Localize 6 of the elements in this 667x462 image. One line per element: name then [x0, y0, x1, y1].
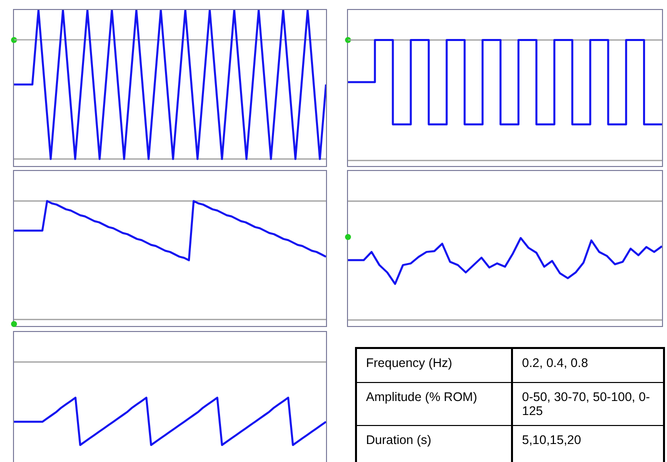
text: Amplitude (% ROM): [356, 382, 512, 425]
text: 0.2, 0.4, 0.8: [512, 348, 664, 382]
text: Duration (s): [356, 425, 512, 462]
text: 0-50, 30-70, 50-100, 0-125: [512, 382, 664, 425]
text: Frequency (Hz): [356, 348, 512, 382]
text: 5,10,15,20: [512, 425, 664, 462]
